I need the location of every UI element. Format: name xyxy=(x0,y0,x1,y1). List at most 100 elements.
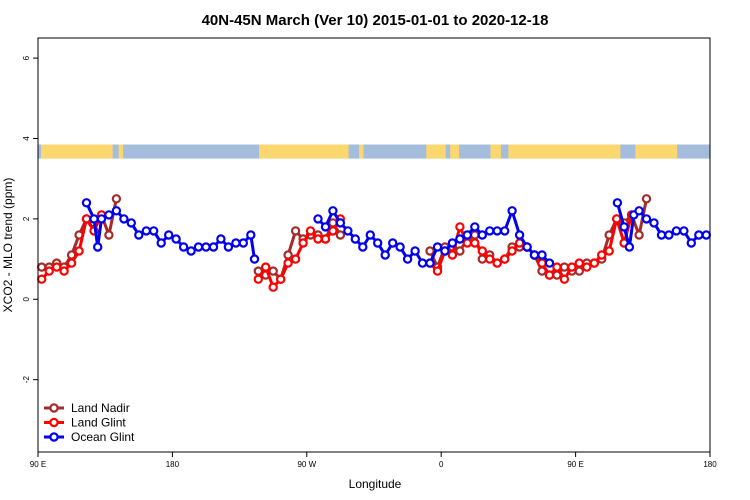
series-land-glint xyxy=(37,210,637,292)
ocean-glint-point xyxy=(193,242,204,252)
legend-item-land-nadir: Land Nadir xyxy=(44,401,130,415)
land-nadir-point xyxy=(283,250,293,260)
y-tick-label: 4 xyxy=(22,136,31,141)
land-glint-point xyxy=(574,258,585,268)
ocean-glint-point xyxy=(96,214,107,224)
ocean-glint-point xyxy=(156,238,166,248)
land-span xyxy=(450,144,460,159)
land-glint-point xyxy=(44,266,54,276)
land-glint-point xyxy=(604,246,614,256)
plot-frame xyxy=(37,37,711,453)
ocean-glint-point xyxy=(313,214,323,224)
land-glint-point xyxy=(66,258,77,268)
x-axis: 90 E 180 90 W 0 90 E 180 xyxy=(30,452,717,469)
ocean-glint-point xyxy=(485,226,495,236)
ocean-glint-point xyxy=(537,250,547,260)
land-nadir-point xyxy=(104,230,114,240)
chart-title: 40N-45N March (Ver 10) 2015-01-01 to 202… xyxy=(202,12,549,29)
land-nadir-point xyxy=(290,226,301,236)
x-tick-label: 90 E xyxy=(30,460,46,469)
legend-item-ocean-glint: Ocean Glint xyxy=(44,430,135,444)
land-glint-point xyxy=(612,214,622,224)
land-glint-point xyxy=(597,250,607,260)
land-glint-point xyxy=(559,274,570,284)
y-tick-label: 2 xyxy=(22,216,31,221)
land-glint-point xyxy=(507,246,517,256)
ocean-glint-point xyxy=(410,246,420,256)
ocean-glint-point xyxy=(208,242,219,252)
land-nadir-point xyxy=(559,262,570,272)
land-nadir-point xyxy=(470,230,480,240)
land-span xyxy=(635,144,678,159)
land-glint-point xyxy=(313,234,323,244)
land-glint-point xyxy=(432,266,443,276)
land-glint-point xyxy=(276,274,286,284)
land-span xyxy=(508,144,621,159)
ocean-glint-point xyxy=(694,230,704,240)
ocean-glint-point xyxy=(649,218,659,228)
y-axis: -2 0 2 4 6 xyxy=(22,55,38,383)
x-tick-label: 180 xyxy=(703,460,717,469)
ocean-glint-point xyxy=(231,238,241,248)
land-ocean-mask xyxy=(38,144,710,159)
ocean-glint-point xyxy=(89,214,99,224)
x-tick-label: 90 W xyxy=(297,460,316,469)
ocean-glint-point xyxy=(462,230,472,240)
ocean-glint-point xyxy=(134,230,144,240)
ocean-glint-point xyxy=(350,234,360,244)
ocean-glint-point xyxy=(455,234,465,244)
ocean-glint-point xyxy=(701,230,712,240)
land-glint-point xyxy=(462,238,472,248)
ocean-glint-point xyxy=(358,242,368,252)
ocean-glint-point xyxy=(671,226,682,236)
ocean-glint-point xyxy=(679,226,689,236)
ocean-glint-point xyxy=(634,206,644,216)
ocean-glint-point xyxy=(163,230,174,240)
ocean-glint-point xyxy=(238,238,248,248)
land-span xyxy=(118,144,124,159)
y-tick-label: -2 xyxy=(22,376,31,384)
land-nadir-point xyxy=(477,254,487,264)
land-nadir-point xyxy=(574,266,585,276)
land-span xyxy=(40,144,113,159)
ocean-glint-point xyxy=(619,222,629,232)
legend-swatch-point xyxy=(49,417,59,428)
ocean-glint-point xyxy=(388,238,398,248)
land-nadir-point xyxy=(455,246,465,256)
legend-swatch-point xyxy=(49,432,59,442)
ocean-glint-point xyxy=(178,242,189,252)
land-glint-point xyxy=(492,258,502,268)
y-tick-label: 6 xyxy=(22,55,31,60)
y-tick-label: 0 xyxy=(22,296,31,301)
land-glint-point xyxy=(470,238,480,248)
ocean-glint-point xyxy=(402,254,413,264)
x-axis-title: Longitude xyxy=(349,477,402,491)
legend-item-land-glint: Land Glint xyxy=(44,416,126,430)
ocean-glint-point xyxy=(365,230,375,240)
land-span xyxy=(490,144,501,159)
ocean-glint-point xyxy=(246,230,256,240)
ocean-glint-point xyxy=(328,206,338,216)
ocean-glint-point xyxy=(335,218,346,228)
ocean-glint-point xyxy=(641,214,652,224)
ocean-glint-point xyxy=(656,230,667,240)
ocean-glint-point xyxy=(440,246,450,256)
ocean-glint-point xyxy=(395,242,405,252)
land-glint-point xyxy=(320,234,331,244)
ocean-glint-point xyxy=(425,258,435,268)
ocean-glint-point xyxy=(664,230,674,240)
land-glint-point xyxy=(455,222,465,232)
land-glint-point xyxy=(290,254,301,264)
land-glint-point xyxy=(552,262,562,272)
land-glint-point xyxy=(500,254,510,264)
land-nadir-point xyxy=(634,230,644,240)
ocean-glint-point xyxy=(624,242,635,252)
ocean-glint-point xyxy=(470,222,480,232)
ocean-glint-point xyxy=(216,234,226,244)
land-nadir-point xyxy=(425,246,435,256)
ocean-glint-point xyxy=(111,206,122,216)
x-tick-label: 180 xyxy=(166,460,180,469)
y-axis-title: XCO2 - MLO trend (ppm) xyxy=(1,178,15,313)
